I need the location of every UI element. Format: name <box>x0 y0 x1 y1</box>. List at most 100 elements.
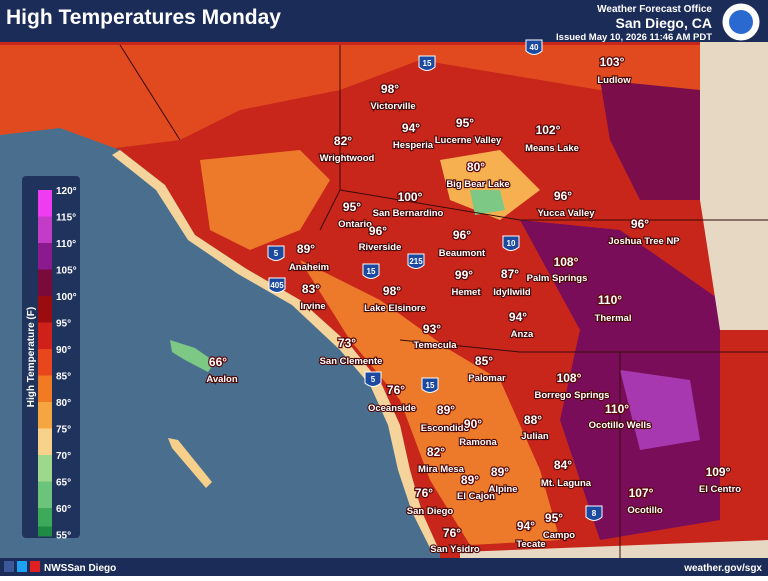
legend-swatch <box>38 526 52 537</box>
nws-logo-inner <box>729 10 753 34</box>
highway-number: 8 <box>592 509 597 518</box>
highway-shield <box>418 55 436 71</box>
legend-swatch <box>38 296 52 323</box>
legend-swatch <box>38 428 52 455</box>
city-temp: 99° <box>455 268 473 282</box>
city-name: Mt. Laguna <box>541 478 592 489</box>
heat-region <box>0 45 768 150</box>
legend-label: 60° <box>56 504 71 515</box>
city-name: Campo <box>543 530 575 541</box>
highway-number: 10 <box>507 239 516 248</box>
city-temp: 96° <box>631 217 649 231</box>
city-name: Yucca Valley <box>537 208 595 219</box>
legend-swatch <box>38 402 52 429</box>
catalina-island <box>170 340 215 372</box>
city-temp: 108° <box>554 255 579 269</box>
heat-region <box>620 370 700 450</box>
city-temp: 90° <box>464 417 482 431</box>
city-temp: 96° <box>369 224 387 238</box>
city-name: Ontario <box>338 219 372 230</box>
twitter-icon[interactable] <box>17 561 27 572</box>
city-name: Julian <box>521 431 549 442</box>
city-name: El Centro <box>699 484 741 495</box>
city-name: Irvine <box>300 301 325 312</box>
header-bar <box>0 0 768 42</box>
heat-region <box>440 150 540 220</box>
legend-label: 95° <box>56 319 71 330</box>
legend-swatch <box>38 190 52 217</box>
legend-swatch <box>38 322 52 349</box>
city-name: Tecate <box>516 539 545 550</box>
highway-number: 215 <box>409 257 423 266</box>
city-temp: 84° <box>554 458 572 472</box>
city-name: El Cajon <box>457 491 495 502</box>
legend-label: 100° <box>56 292 77 303</box>
website[interactable]: weather.gov/sgx <box>683 563 762 574</box>
city-name: Palomar <box>468 373 506 384</box>
city-temp: 83° <box>302 282 320 296</box>
city-name: Idyllwild <box>493 287 531 298</box>
legend-label: 65° <box>56 478 71 489</box>
highway-shield <box>585 505 603 521</box>
city-name: Joshua Tree NP <box>608 236 680 247</box>
city-name: San Clemente <box>320 356 383 367</box>
city-name: Anza <box>511 329 534 340</box>
heat-region <box>600 80 715 200</box>
highway-number: 15 <box>423 59 432 68</box>
legend-label: 105° <box>56 266 77 277</box>
city-temp: 89° <box>437 403 455 417</box>
city-temp: 93° <box>423 322 441 336</box>
legend-swatch <box>38 216 52 243</box>
legend-label: 55° <box>56 531 71 542</box>
city-name: Escondido <box>421 423 470 434</box>
city-name: Lake Elsinore <box>364 303 426 314</box>
facebook-icon[interactable] <box>4 561 14 572</box>
city-temp: 95° <box>456 116 474 130</box>
city-temp: 94° <box>517 519 535 533</box>
highway-number: 40 <box>530 43 539 52</box>
city-temp: 96° <box>554 189 572 203</box>
san-clemente-island <box>168 438 212 488</box>
city-name: Victorville <box>370 101 415 112</box>
legend-label: 75° <box>56 425 71 436</box>
footer-bar <box>0 558 768 576</box>
county-border <box>119 44 768 560</box>
highway-shield <box>525 39 543 55</box>
city-temp: 95° <box>343 200 361 214</box>
city-name: Wrightwood <box>320 153 375 164</box>
highway-shield <box>421 377 439 393</box>
office-label: Weather Forecast Office <box>597 4 712 15</box>
highway-shield <box>268 277 286 293</box>
legend-swatch <box>38 349 52 376</box>
city-temp: 88° <box>524 413 542 427</box>
city-name: Thermal <box>595 313 632 324</box>
highway-shield <box>364 371 382 387</box>
city-name: Borrego Springs <box>535 390 610 401</box>
highway-shield <box>407 253 425 269</box>
legend-label: 110° <box>56 239 76 250</box>
city-temp: 110° <box>605 402 629 416</box>
legend-label: 85° <box>56 372 71 383</box>
handle: NWSSan Diego <box>44 563 116 574</box>
office-name: San Diego, CA <box>616 15 712 31</box>
city-temp: 87° <box>501 267 519 281</box>
city-name: Beaumont <box>439 248 486 259</box>
city-temp: 109° <box>706 465 731 479</box>
city-temp: 96° <box>453 228 471 242</box>
city-temp: 98° <box>383 284 401 298</box>
city-name: Means Lake <box>525 143 579 154</box>
city-name: Riverside <box>359 242 402 253</box>
city-name: Hemet <box>451 287 481 298</box>
highway-number: 405 <box>270 281 284 290</box>
heat-region <box>300 260 560 545</box>
youtube-icon[interactable] <box>30 561 40 572</box>
city-name: Ocotillo Wells <box>589 420 652 431</box>
city-temp: 94° <box>509 310 527 324</box>
city-temp: 98° <box>381 82 399 96</box>
heat-region <box>470 190 505 215</box>
city-temp: 95° <box>545 511 563 525</box>
mexico <box>460 540 768 560</box>
city-temp: 103° <box>600 55 625 69</box>
